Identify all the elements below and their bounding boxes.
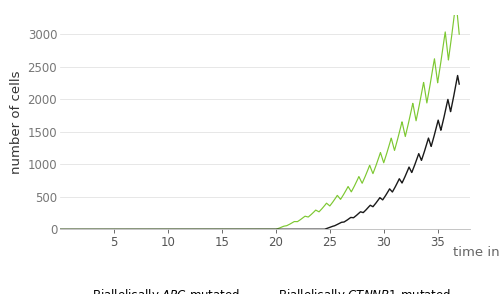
Biallelically $\mathit{APC}$-mutated [210, 228, 216, 231]
Biallelically $\mathit{CTNNB1}$-mutated [406, 122, 411, 125]
Biallelically $\mathit{APC}$-mutated [102, 228, 108, 231]
Biallelically $\mathit{APC}$-mutated [228, 228, 234, 231]
Biallelically $\mathit{CTNNB1}$-mutated [453, 0, 459, 3]
Line: Biallelically $\mathit{CTNNB1}$-mutated: Biallelically $\mathit{CTNNB1}$-mutated [60, 1, 459, 229]
Biallelically $\mathit{APC}$-mutated [126, 228, 132, 231]
Line: Biallelically $\mathit{APC}$-mutated: Biallelically $\mathit{APC}$-mutated [60, 76, 459, 229]
Biallelically $\mathit{CTNNB1}$-mutated [228, 228, 234, 231]
Biallelically $\mathit{APC}$-mutated [454, 74, 460, 77]
Legend: Biallelically $\mathit{APC}$-mutated, Biallelically $\mathit{CTNNB1}$-mutated: Biallelically $\mathit{APC}$-mutated, Bi… [58, 283, 456, 294]
Biallelically $\mathit{CTNNB1}$-mutated [448, 36, 454, 40]
Biallelically $\mathit{CTNNB1}$-mutated [102, 228, 108, 231]
Biallelically $\mathit{CTNNB1}$-mutated [456, 32, 462, 36]
Biallelically $\mathit{APC}$-mutated [456, 82, 462, 86]
Biallelically $\mathit{CTNNB1}$-mutated [126, 228, 132, 231]
Biallelically $\mathit{CTNNB1}$-mutated [57, 228, 63, 231]
Biallelically $\mathit{CTNNB1}$-mutated [210, 228, 216, 231]
Biallelically $\mathit{APC}$-mutated [406, 167, 411, 171]
Y-axis label: number of cells: number of cells [10, 70, 24, 174]
Biallelically $\mathit{APC}$-mutated [57, 228, 63, 231]
Biallelically $\mathit{APC}$-mutated [448, 106, 454, 110]
X-axis label: time in days: time in days [454, 246, 500, 260]
